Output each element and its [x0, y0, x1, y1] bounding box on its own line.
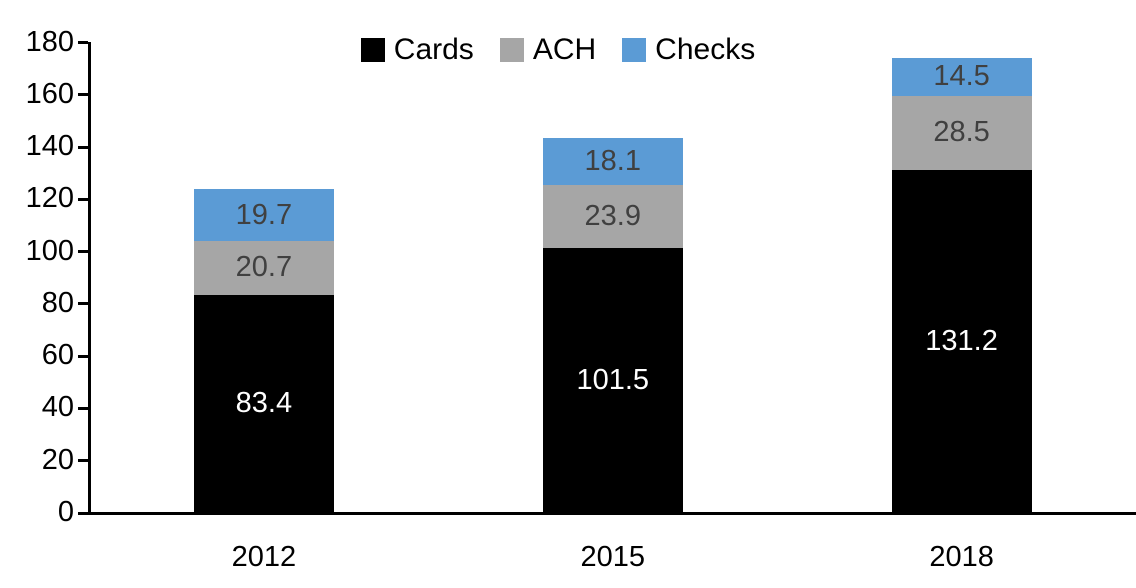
bar-segment-checks-2015: 18.1: [542, 137, 683, 186]
x-axis-tick-label: 2012: [231, 541, 297, 573]
y-axis-tick: [78, 41, 88, 44]
bar-segment-ach-2018: 28.5: [891, 95, 1032, 171]
bar-segment-checks-2012: 19.7: [193, 189, 334, 241]
bar-segment-cards-2012: 83.4: [193, 295, 334, 513]
legend-label: Checks: [655, 33, 756, 66]
bar-segment-cards-2015: 101.5: [542, 247, 683, 513]
bar-value-label: 131.2: [925, 325, 998, 358]
bar-segment-cards-2018: 131.2: [891, 170, 1032, 513]
y-axis-tick: [78, 511, 88, 515]
y-axis-tick-label: 100: [25, 234, 74, 267]
y-axis-tick: [78, 354, 88, 358]
bar-value-label: 23.9: [584, 199, 641, 232]
y-axis-tick-label: 60: [41, 339, 74, 372]
bar-value-label: 18.1: [584, 145, 641, 178]
x-axis-tick-label: 2018: [929, 541, 994, 573]
legend-label: ACH: [532, 33, 597, 66]
y-axis-tick-label: 180: [25, 25, 74, 58]
y-axis-tick-label: 160: [25, 77, 74, 110]
legend-swatch-checks-icon: [622, 38, 647, 62]
bar-value-label: 20.7: [235, 251, 293, 284]
y-axis-tick: [78, 406, 88, 410]
y-axis-tick-label: 80: [41, 286, 74, 319]
x-axis-tick-label: 2015: [580, 541, 645, 573]
y-axis-tick: [78, 459, 88, 463]
bar-value-label: 19.7: [235, 198, 293, 231]
x-axis-line: [88, 512, 1136, 515]
y-axis-tick: [78, 197, 88, 201]
legend-item-cards: Cards: [360, 33, 474, 66]
chart-legend: Cards ACH Checks: [0, 34, 1116, 66]
y-axis-tick-label: 0: [57, 496, 74, 528]
bar-segment-checks-2018: 14.5: [891, 57, 1032, 96]
y-axis-tick-label: 140: [25, 130, 74, 163]
y-axis-tick-label: 40: [41, 391, 74, 424]
bar-value-label: 28.5: [933, 116, 990, 149]
bar-value-label: 14.5: [933, 60, 990, 93]
y-axis-tick: [78, 93, 88, 97]
legend-swatch-ach-icon: [499, 38, 524, 62]
y-axis-tick: [78, 250, 88, 254]
legend-label: Cards: [393, 33, 474, 66]
y-axis-tick: [78, 302, 88, 306]
legend-item-checks: Checks: [622, 34, 755, 66]
y-axis-tick-label: 20: [41, 443, 74, 476]
y-axis-tick: [78, 145, 88, 149]
y-axis-line: [88, 42, 91, 515]
legend-swatch-cards-icon: [360, 38, 385, 62]
bar-value-label: 101.5: [576, 363, 650, 396]
bar-segment-ach-2015: 23.9: [542, 185, 683, 248]
legend-item-ach: ACH: [499, 33, 597, 66]
y-axis-tick-label: 120: [25, 182, 74, 215]
bar-value-label: 83.4: [235, 387, 293, 420]
bar-segment-ach-2012: 20.7: [193, 240, 334, 295]
